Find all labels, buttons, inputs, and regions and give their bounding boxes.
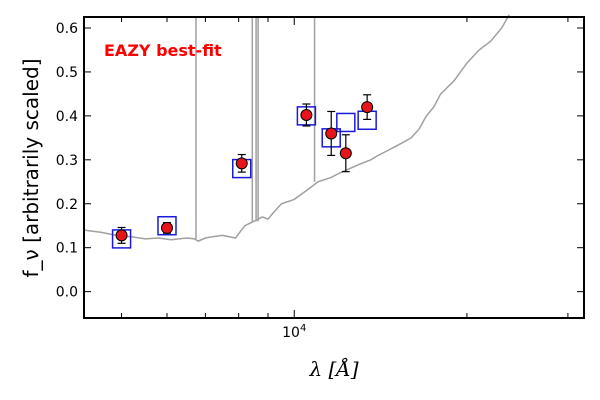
- y-axis-label: f_ν [arbitrarily scaled]: [19, 59, 43, 278]
- observed-point: [160, 221, 173, 234]
- y-tick-label: 0.5: [56, 65, 78, 81]
- observed-point: [115, 229, 128, 242]
- model-spectrum-line: [83, 14, 510, 242]
- y-tick-label: 0.1: [56, 241, 78, 257]
- x-axis-label: λ [Å]: [308, 356, 358, 381]
- plot-area: [83, 14, 510, 249]
- model-photometry-square: [336, 112, 356, 133]
- y-tick-label: 0.4: [56, 109, 78, 125]
- y-tick-label: 0.6: [56, 21, 78, 37]
- observed-point: [339, 147, 352, 160]
- plot-frame: [83, 16, 585, 319]
- y-tick-label: 0.0: [56, 285, 78, 301]
- observed-point: [325, 127, 338, 140]
- axis-ticks: 0.0 0.1 0.2 0.3 0.4 0.5 0.6 104: [56, 17, 584, 341]
- observed-point: [235, 157, 248, 170]
- annotation-label: EAZY best-fit: [104, 41, 222, 60]
- y-tick-label: 0.2: [56, 197, 78, 213]
- y-tick-label: 0.3: [56, 153, 78, 169]
- observed-point: [361, 101, 374, 114]
- model-photometry-square: [157, 215, 177, 236]
- observed-point: [300, 108, 313, 121]
- x-tick-label: 104: [282, 323, 306, 341]
